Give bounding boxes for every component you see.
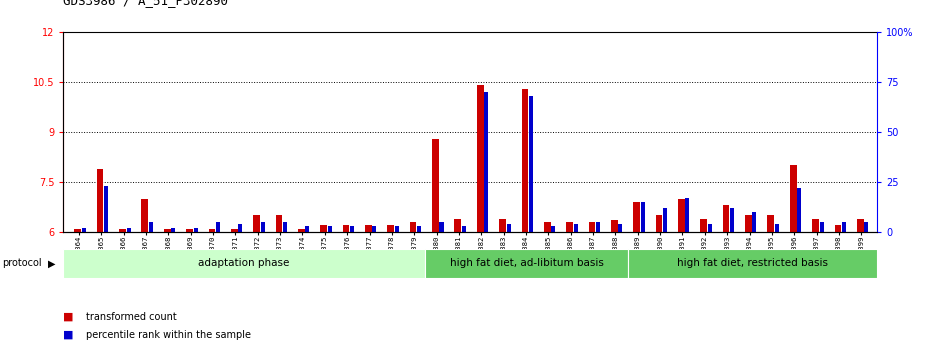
Text: high fat diet, ad-libitum basis: high fat diet, ad-libitum basis xyxy=(450,258,604,268)
Bar xyxy=(529,96,533,232)
Bar xyxy=(685,198,689,232)
Text: ▶: ▶ xyxy=(48,258,56,268)
Text: ■: ■ xyxy=(63,330,73,339)
Bar xyxy=(283,222,287,232)
Bar xyxy=(629,249,877,278)
Bar xyxy=(574,224,578,232)
Text: adaptation phase: adaptation phase xyxy=(198,258,290,268)
Bar xyxy=(193,228,197,232)
Bar xyxy=(260,222,265,232)
Bar xyxy=(485,92,488,232)
Bar xyxy=(641,202,644,232)
Bar xyxy=(499,218,506,232)
Bar xyxy=(566,222,573,232)
Bar xyxy=(394,226,399,232)
Text: ■: ■ xyxy=(63,312,73,322)
Bar xyxy=(320,225,327,232)
Text: high fat diet, restricted basis: high fat diet, restricted basis xyxy=(677,258,829,268)
Bar xyxy=(700,218,707,232)
Bar xyxy=(656,215,662,232)
Bar xyxy=(544,222,551,232)
Bar xyxy=(462,226,466,232)
Bar xyxy=(812,218,818,232)
Bar xyxy=(819,222,824,232)
Bar xyxy=(842,222,846,232)
Bar xyxy=(388,225,394,232)
Bar xyxy=(864,222,869,232)
Bar xyxy=(149,222,153,232)
Bar xyxy=(253,215,260,232)
Bar xyxy=(275,215,283,232)
Bar xyxy=(522,88,528,232)
Bar xyxy=(126,228,130,232)
Bar xyxy=(97,169,103,232)
Bar xyxy=(752,212,756,232)
Bar xyxy=(730,208,734,232)
Bar xyxy=(141,199,148,232)
Bar xyxy=(663,208,667,232)
Text: percentile rank within the sample: percentile rank within the sample xyxy=(86,330,251,339)
Bar xyxy=(611,220,618,232)
Bar xyxy=(74,229,81,232)
Bar xyxy=(477,85,484,232)
Bar xyxy=(231,229,237,232)
Bar xyxy=(857,218,864,232)
Bar xyxy=(596,222,600,232)
Bar xyxy=(104,186,108,232)
Bar xyxy=(418,226,421,232)
Bar xyxy=(298,229,305,232)
Bar xyxy=(432,138,439,232)
Bar xyxy=(164,229,170,232)
Bar xyxy=(186,229,193,232)
Bar xyxy=(425,249,629,278)
Text: GDS3986 / A_51_P302890: GDS3986 / A_51_P302890 xyxy=(63,0,228,7)
Bar xyxy=(834,225,842,232)
Bar xyxy=(745,215,751,232)
Bar xyxy=(63,249,425,278)
Bar xyxy=(171,228,175,232)
Text: transformed count: transformed count xyxy=(86,312,178,322)
Bar xyxy=(618,224,622,232)
Bar xyxy=(767,215,774,232)
Bar xyxy=(327,226,332,232)
Bar xyxy=(633,202,640,232)
Bar xyxy=(723,205,729,232)
Bar xyxy=(119,229,126,232)
Bar xyxy=(410,222,417,232)
Bar xyxy=(350,226,354,232)
Bar xyxy=(208,229,215,232)
Bar xyxy=(775,224,778,232)
Bar xyxy=(790,165,796,232)
Bar xyxy=(455,218,461,232)
Bar xyxy=(365,225,372,232)
Bar xyxy=(589,222,595,232)
Bar xyxy=(305,226,310,232)
Bar xyxy=(797,188,802,232)
Bar xyxy=(507,224,511,232)
Bar xyxy=(238,224,243,232)
Bar xyxy=(551,226,555,232)
Text: protocol: protocol xyxy=(2,258,42,268)
Bar xyxy=(372,226,377,232)
Bar xyxy=(82,228,86,232)
Bar xyxy=(440,222,444,232)
Bar xyxy=(708,224,711,232)
Bar xyxy=(678,199,684,232)
Bar xyxy=(216,222,220,232)
Bar xyxy=(342,225,350,232)
